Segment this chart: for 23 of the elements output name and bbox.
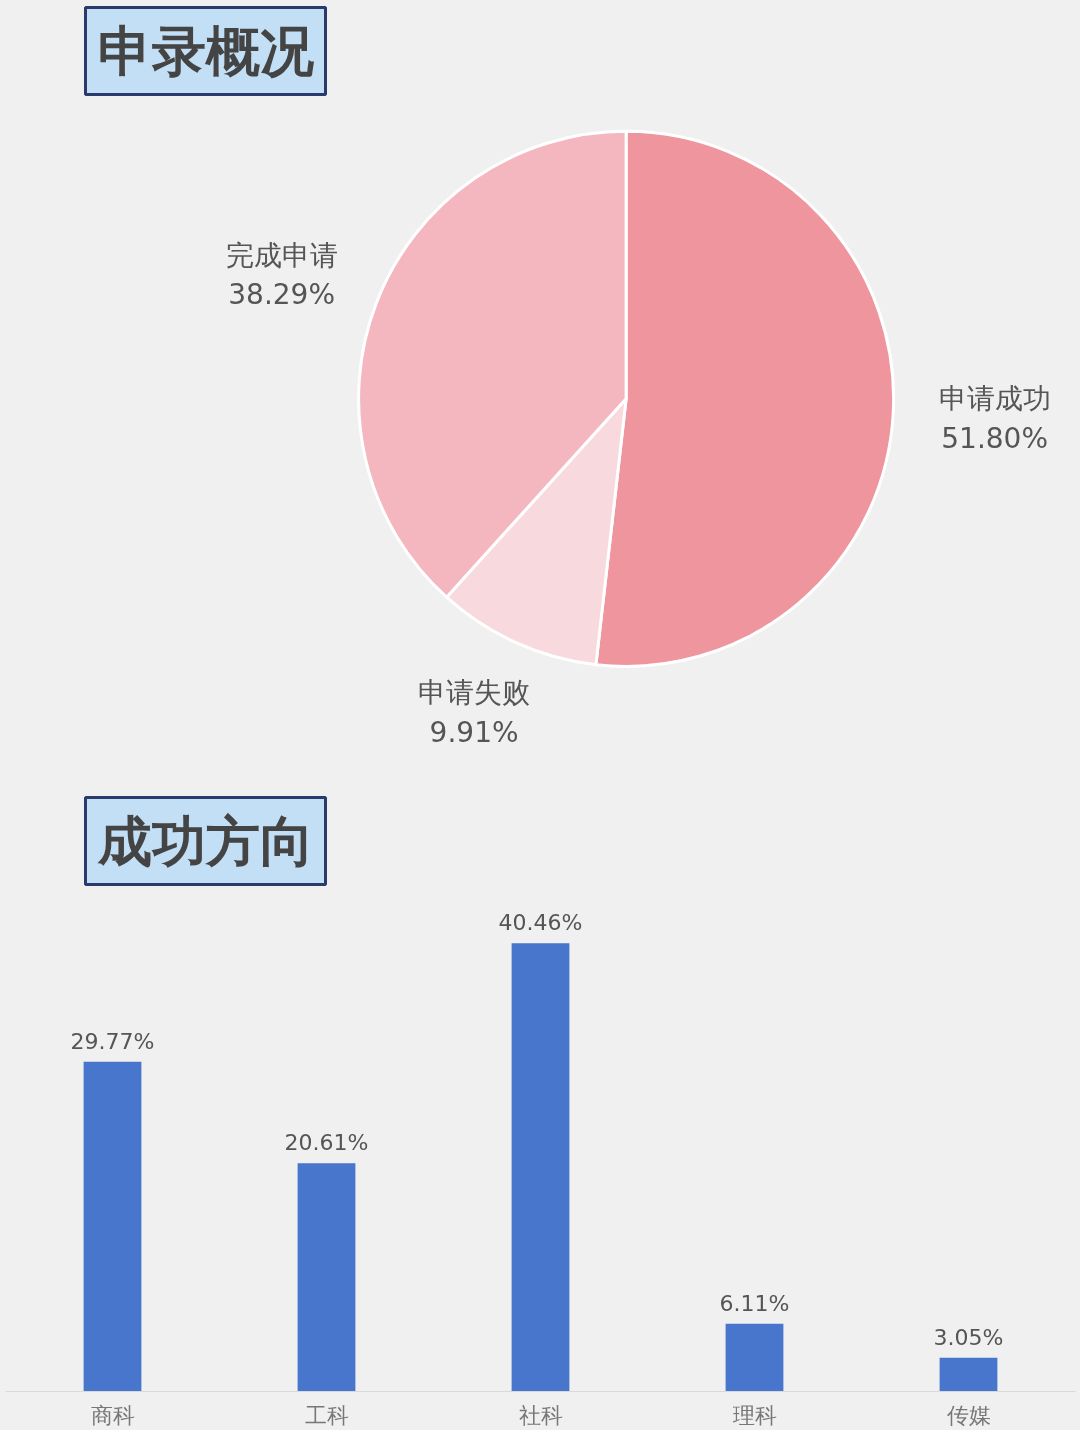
bar [297, 1163, 356, 1392]
slice-label: 完成申请 [225, 238, 338, 272]
bar [83, 1061, 142, 1392]
chart-title: 成功方向 [96, 809, 314, 873]
chart-title: 申录概况 [97, 19, 314, 83]
data-label: 3.05% [933, 1324, 1004, 1350]
bar [725, 1323, 784, 1392]
x-tick-label: 工科 [304, 1402, 349, 1428]
data-label: 9.91% [429, 715, 519, 749]
x-tick-label: 社科 [518, 1402, 563, 1428]
slice-label: 申请失败 [418, 676, 531, 710]
x-tick-label: 传媒 [946, 1402, 991, 1428]
slice-label: 申请成功 [938, 382, 1051, 415]
data-label: 6.11% [719, 1290, 790, 1316]
data-label: 38.29% [228, 278, 336, 312]
data-label: 51.80% [941, 421, 1049, 455]
bar [939, 1357, 998, 1392]
x-tick-label: 商科 [90, 1402, 135, 1428]
x-tick-label: 理科 [732, 1402, 777, 1428]
data-label: 20.61% [284, 1130, 369, 1156]
bar [511, 943, 570, 1392]
data-label: 40.46% [498, 910, 583, 936]
data-label: 29.77% [70, 1028, 155, 1054]
